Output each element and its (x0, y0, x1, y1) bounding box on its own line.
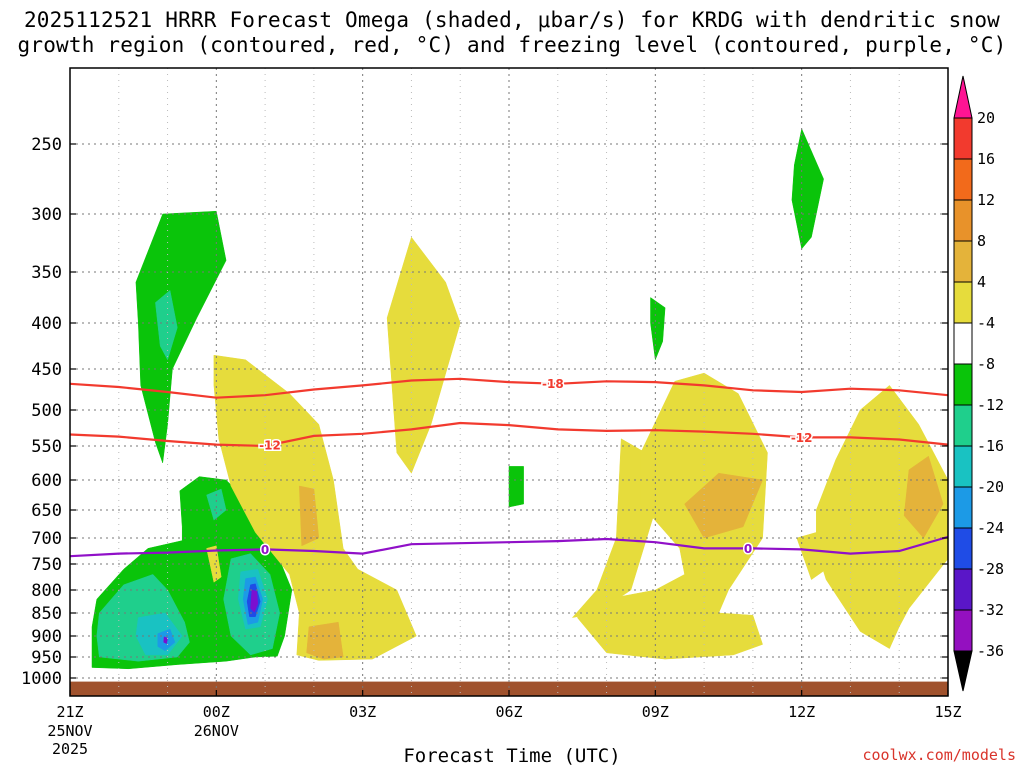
omega-shading (70, 127, 948, 696)
colorbar-cell (953, 240, 973, 283)
colorbar-label: 20 (977, 109, 995, 127)
contour-minus18-label: -18 (542, 377, 564, 391)
ytick-label-300: 300 (31, 205, 62, 225)
colorbar-label: -32 (977, 601, 1004, 619)
ytick-label-750: 750 (31, 555, 62, 575)
descent-core-3 (684, 472, 763, 539)
ytick-label-400: 400 (31, 314, 62, 334)
descent-core-4 (903, 455, 944, 539)
descent-region-4 (576, 372, 768, 660)
ytick-label-350: 350 (31, 263, 62, 283)
colorbar-label: 12 (977, 191, 995, 209)
colorbar-label: -28 (977, 560, 1004, 578)
contours: -18 -12 -12 0 0 (70, 376, 948, 558)
colorbar-cell (953, 363, 973, 406)
descent-spot-right (796, 532, 827, 580)
updraft-spot-09z (650, 297, 666, 361)
xtick-label-06Z: 06Z (495, 703, 522, 721)
descent-region-5 (816, 385, 948, 649)
colorbar-top-arrow (953, 75, 973, 119)
ytick-label-450: 450 (31, 360, 62, 380)
colorbar-cell (953, 609, 973, 652)
colorbar-cell (953, 199, 973, 242)
colorbar-label: -12 (977, 396, 1004, 414)
contour-minus12-label: -12 (259, 438, 281, 452)
updraft-core-upper (155, 289, 178, 361)
ytick-label-850: 850 (31, 604, 62, 624)
colorbar-label: -20 (977, 478, 1004, 496)
colorbar-label: 16 (977, 150, 995, 168)
colorbar-cell (953, 404, 973, 447)
colorbar-label: -4 (977, 314, 995, 332)
descent-spot-small (206, 545, 222, 583)
updraft-spot-12z (791, 127, 824, 250)
x-axis-label: Forecast Time (UTC) (403, 745, 621, 767)
xtick-label-12Z: 12Z (788, 703, 815, 721)
colorbar-cell (953, 527, 973, 570)
contour-minus18-line (70, 377, 948, 399)
xtick-label-09Z: 09Z (642, 703, 669, 721)
updraft-region-upper (135, 210, 227, 464)
colorbar-label: 8 (977, 232, 986, 250)
chart-title: 2025112521 HRRR Forecast Omega (shaded, … (0, 8, 1024, 58)
colorbar-bottom-arrow (953, 650, 973, 692)
title-line-1: 2025112521 HRRR Forecast Omega (shaded, … (23, 8, 1001, 32)
ground-surface (70, 681, 948, 696)
credit-link[interactable]: coolwx.com/models (862, 746, 1016, 764)
xtick-date-00Z: 26NOV (194, 722, 239, 740)
colorbar-label: -36 (977, 642, 1004, 660)
ytick-label-1000: 1000 (21, 669, 62, 689)
colorbar: 20 16 12 8 4 -4 -8 -12 -16 -20 -24 -28 -32 -36 (953, 75, 1004, 692)
colorbar-label: -16 (977, 437, 1004, 455)
ytick-label-500: 500 (31, 401, 62, 421)
colorbar-cell (953, 322, 973, 365)
ytick-label-700: 700 (31, 529, 62, 549)
title-line-2: growth region (contoured, red, °C) and f… (17, 33, 1007, 57)
ytick-label-250: 250 (31, 135, 62, 155)
ytick-label-900: 900 (31, 627, 62, 647)
updraft-max-left (163, 636, 168, 644)
colorbar-label: 4 (977, 273, 986, 291)
colorbar-cell (953, 445, 973, 488)
xtick-label-00Z: 00Z (203, 703, 230, 721)
xtick-date-21Z: 25NOV (47, 722, 92, 740)
colorbar-cell (953, 158, 973, 201)
contour-freezing-label: 0 (744, 542, 752, 556)
colorbar-cell (953, 117, 973, 160)
contour-freezing-line (70, 535, 948, 558)
xtick-label-21Z: 21Z (56, 703, 83, 721)
descent-core-2 (306, 621, 344, 660)
gridlines (70, 68, 948, 696)
xtick-label-15Z: 15Z (934, 703, 961, 721)
descent-region-2 (386, 236, 461, 474)
colorbar-label: -8 (977, 355, 995, 373)
contour-minus12-label: -12 (791, 431, 813, 445)
y-axis-ticks: 250 300 350 400 450 500 550 600 650 700 750 800 850 9… (21, 135, 948, 689)
contour-freezing-label: 0 (261, 543, 269, 557)
ytick-label-550: 550 (31, 437, 62, 457)
ytick-label-800: 800 (31, 581, 62, 601)
xtick-label-03Z: 03Z (349, 703, 376, 721)
updraft-max-right (250, 589, 259, 613)
contour-minus12-line (70, 421, 948, 448)
colorbar-label: -24 (977, 519, 1004, 537)
colorbar-cell (953, 568, 973, 611)
ytick-label-600: 600 (31, 471, 62, 491)
updraft-spot-06z (508, 466, 524, 508)
colorbar-cell (953, 486, 973, 529)
colorbar-cell (953, 281, 973, 324)
ytick-label-950: 950 (31, 648, 62, 668)
ytick-label-650: 650 (31, 501, 62, 521)
xtick-year-21Z: 2025 (52, 740, 88, 758)
